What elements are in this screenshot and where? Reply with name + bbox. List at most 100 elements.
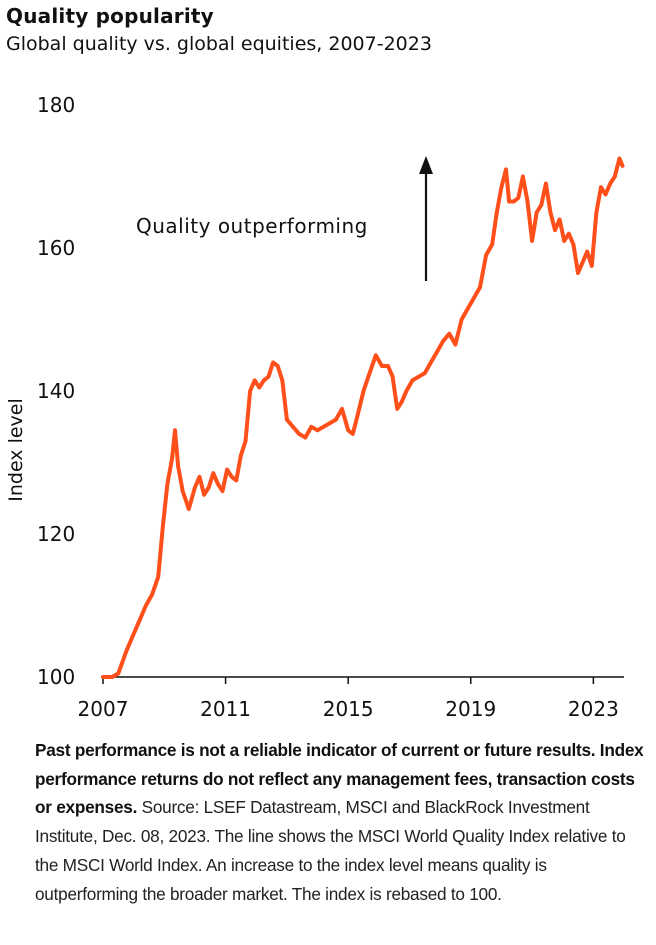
x-tick-label: 2011 — [200, 697, 251, 721]
data-point — [453, 342, 458, 347]
x-tick-label: 2015 — [323, 697, 374, 721]
data-point — [459, 317, 464, 322]
data-point — [234, 478, 239, 483]
data-point — [534, 210, 539, 215]
data-point — [521, 174, 525, 179]
data-point — [252, 378, 257, 383]
data-point — [225, 467, 229, 472]
data-point — [173, 428, 177, 433]
data-point — [340, 407, 344, 411]
data-point — [590, 264, 594, 268]
data-point — [211, 471, 216, 476]
data-point — [309, 425, 314, 429]
data-point — [176, 464, 180, 468]
data-point — [131, 632, 136, 636]
data-point — [101, 675, 105, 679]
data-point — [193, 485, 197, 490]
data-point — [490, 242, 495, 247]
data-point — [580, 260, 585, 265]
data-point — [380, 364, 384, 368]
data-point — [539, 203, 544, 207]
data-point — [594, 210, 599, 215]
data-point — [374, 353, 378, 358]
data-point — [525, 199, 530, 204]
data-point — [620, 164, 625, 168]
data-point — [220, 489, 225, 493]
data-point — [395, 407, 400, 411]
data-point — [297, 432, 301, 436]
x-axis: 2007 2011 2015 2019 2023 — [78, 676, 624, 721]
data-point — [275, 364, 280, 368]
data-point — [248, 389, 252, 393]
data-point — [271, 360, 275, 365]
data-point — [386, 364, 390, 368]
data-point — [257, 385, 262, 390]
x-tick-label: 2023 — [568, 697, 619, 721]
data-point — [576, 271, 580, 275]
y-tick-label: 100 — [37, 665, 75, 689]
data-point — [138, 618, 142, 622]
data-point — [472, 296, 476, 300]
y-axis-label: Index level — [5, 398, 27, 502]
footnote-source: Source: LSEF Datastream, MSCI and BlackR… — [35, 797, 626, 904]
annotation-arrow-head — [419, 156, 433, 174]
data-point — [187, 507, 191, 511]
data-point — [495, 210, 499, 215]
data-point — [361, 389, 366, 393]
footnote: Past performance is not a reliable indic… — [35, 736, 649, 908]
data-point — [291, 425, 295, 429]
data-point — [266, 374, 271, 379]
data-point — [511, 199, 516, 204]
data-point — [484, 253, 488, 257]
data-point — [367, 371, 372, 375]
data-point — [351, 432, 355, 436]
data-point — [410, 378, 415, 383]
data-point — [124, 650, 128, 654]
data-point — [206, 485, 211, 490]
data-point — [499, 185, 504, 189]
annotation-label: Quality outperforming — [136, 214, 368, 238]
data-point — [180, 489, 185, 493]
y-tick-label: 120 — [37, 522, 75, 546]
annotation-arrow — [419, 156, 433, 281]
y-tick-label: 160 — [37, 236, 75, 260]
data-point — [608, 181, 612, 186]
footnote-disclaimer: Past performance is not a reliable indic… — [35, 740, 644, 818]
data-point — [562, 239, 566, 243]
data-point — [165, 482, 170, 486]
data-point — [328, 421, 332, 426]
data-point — [229, 475, 234, 479]
data-point — [390, 374, 395, 379]
data-point — [280, 378, 285, 383]
data-point — [321, 425, 326, 429]
data-point — [585, 249, 589, 254]
data-point — [161, 525, 165, 529]
data-point — [197, 475, 202, 479]
data-point — [216, 482, 220, 486]
data-point — [156, 575, 160, 579]
data-point — [544, 181, 548, 186]
line-chart: 100 120 140 160 180 2007 2011 2015 2019 2023 Ind… — [5, 93, 625, 721]
data-point — [516, 196, 521, 200]
data-point — [599, 185, 603, 189]
data-point — [553, 228, 557, 232]
data-point — [262, 378, 266, 383]
data-points — [101, 156, 625, 679]
data-point — [507, 199, 511, 204]
data-point — [404, 389, 409, 393]
chart-subtitle: Global quality vs. global equities, 2007… — [6, 33, 432, 55]
data-point — [150, 593, 154, 597]
data-point — [530, 239, 534, 243]
data-point — [239, 453, 243, 458]
data-point — [144, 603, 148, 608]
data-point — [504, 167, 508, 172]
data-point — [557, 217, 562, 222]
data-point — [285, 417, 289, 422]
x-tick-label: 2019 — [445, 697, 496, 721]
data-point — [548, 210, 553, 215]
data-point — [447, 332, 452, 336]
data-point — [110, 675, 114, 679]
data-point — [116, 671, 121, 676]
y-tick-label: 180 — [37, 93, 75, 117]
data-point — [400, 399, 404, 404]
